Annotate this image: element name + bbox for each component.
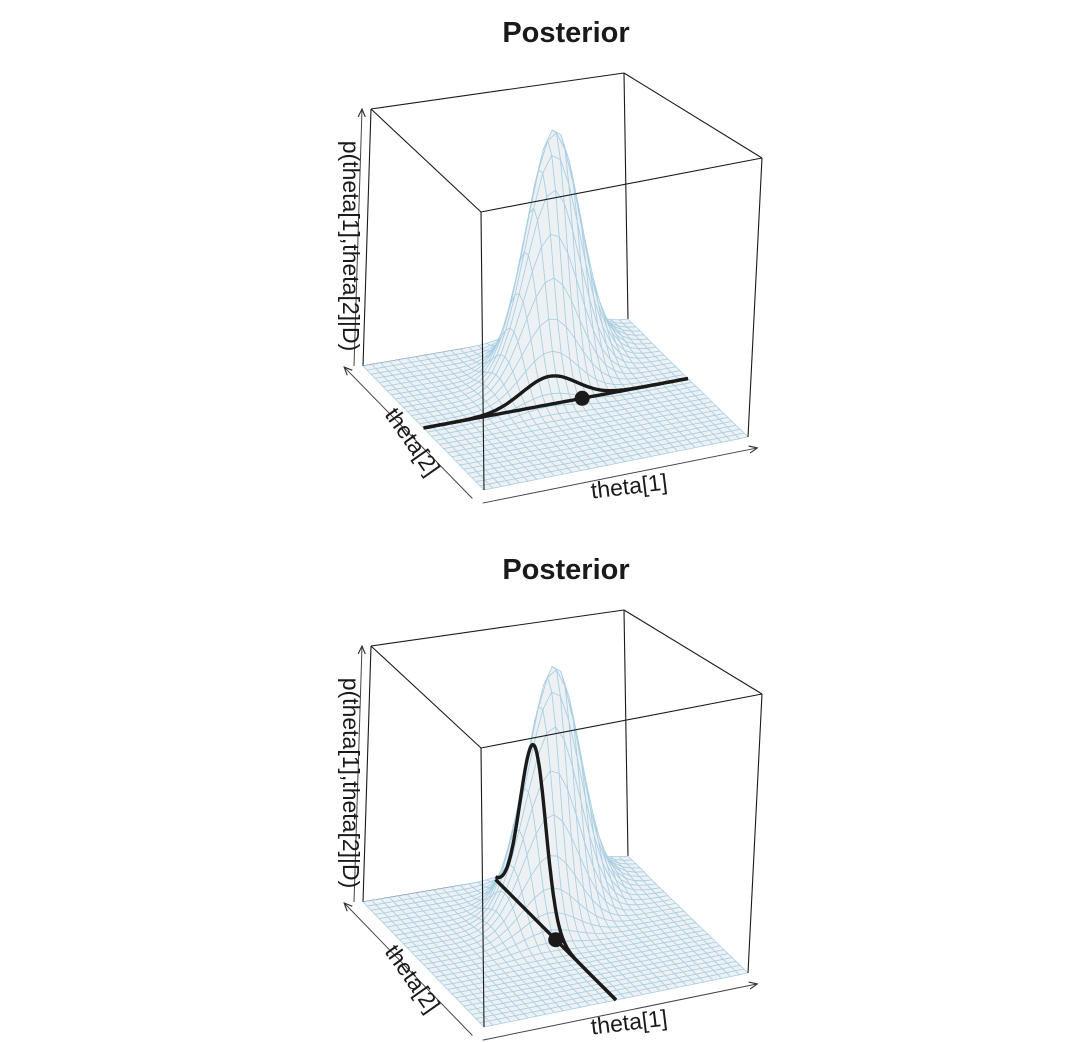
box-edge xyxy=(362,645,372,903)
box-edge xyxy=(480,157,763,213)
box-edge xyxy=(480,747,485,1028)
slice-curve xyxy=(423,374,689,430)
x-axis-arrow xyxy=(482,984,758,1041)
box-edge xyxy=(623,609,629,858)
z-axis-label: p(theta[1],theta[2]|D) xyxy=(338,678,364,889)
chart-title: Posterior xyxy=(502,17,629,49)
surface-facet xyxy=(479,483,494,491)
slice-curve xyxy=(494,742,618,1002)
x-axis-arrow xyxy=(482,448,758,504)
box-edge xyxy=(370,108,482,213)
chart-title: Posterior xyxy=(502,554,629,586)
box-edge xyxy=(747,693,763,974)
box-edge xyxy=(747,157,763,438)
box-edge xyxy=(370,72,625,110)
box-edge xyxy=(480,211,485,491)
panel-top: Posterior theta[1] theta[2] p(theta[1],t… xyxy=(338,17,763,504)
y-axis-arrow xyxy=(344,367,473,499)
z-axis-arrow xyxy=(353,109,362,367)
box-edge xyxy=(370,609,625,647)
box-edge xyxy=(623,72,629,321)
box-edge xyxy=(480,693,763,749)
surface-plot xyxy=(344,72,763,504)
slice-point xyxy=(548,932,564,948)
slice-point xyxy=(574,390,590,406)
surface-plot xyxy=(344,609,763,1041)
surface-mesh xyxy=(362,129,749,491)
panel-bottom: Posterior theta[1] theta[2] p(theta[1],t… xyxy=(338,554,763,1041)
x-axis-label: theta[1] xyxy=(589,468,668,503)
box-edge xyxy=(362,108,372,367)
box-edge xyxy=(623,72,763,159)
z-axis-arrow xyxy=(353,646,362,903)
x-axis-label: theta[1] xyxy=(589,1004,668,1039)
y-axis-arrow xyxy=(344,903,473,1036)
box-edge xyxy=(623,609,763,695)
box-edge xyxy=(370,645,482,749)
z-axis-label: p(theta[1],theta[2]|D) xyxy=(338,141,364,352)
surface-facet xyxy=(479,1020,494,1028)
